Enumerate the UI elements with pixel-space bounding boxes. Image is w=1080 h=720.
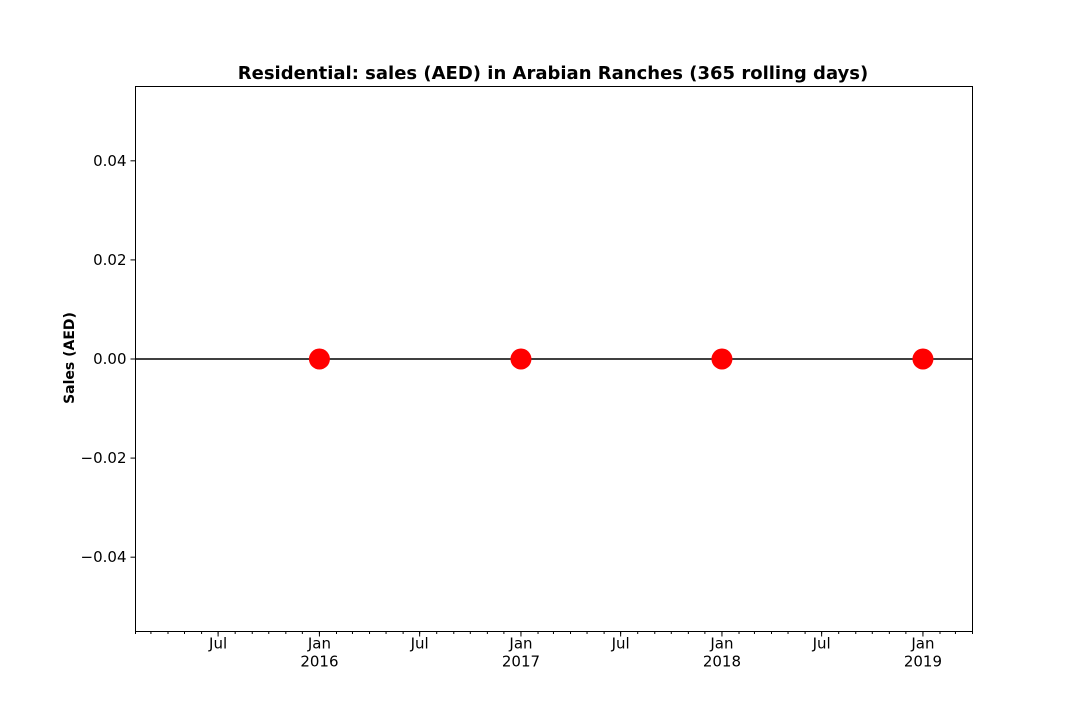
x-tick-label: Jan: [709, 635, 733, 653]
plot-frame: [135, 86, 973, 632]
y-tick-label: −0.02: [81, 449, 127, 467]
x-tick-label: Jul: [208, 635, 227, 653]
y-tick-label: 0.02: [93, 251, 126, 269]
data-point: [711, 348, 733, 370]
y-tick-label: 0.00: [93, 350, 126, 368]
x-tick-label: Jan: [307, 635, 331, 653]
y-tick-label: −0.04: [81, 548, 127, 566]
y-tick-label: 0.04: [93, 152, 126, 170]
x-tick-year-label: 2016: [300, 653, 338, 671]
x-tick-year-label: 2017: [502, 653, 540, 671]
x-tick-label: Jul: [410, 635, 429, 653]
x-tick-label: Jul: [611, 635, 630, 653]
x-tick-label: Jul: [812, 635, 831, 653]
x-tick-year-label: 2018: [703, 653, 741, 671]
y-axis-label: Sales (AED): [62, 312, 78, 404]
x-tick-year-label: 2019: [904, 653, 942, 671]
x-tick-label: Jan: [508, 635, 532, 653]
data-point: [510, 348, 532, 370]
data-point: [308, 348, 330, 370]
chart-title: Residential: sales (AED) in Arabian Ranc…: [238, 63, 868, 84]
data-point: [912, 348, 934, 370]
x-tick-label: Jan: [910, 635, 934, 653]
